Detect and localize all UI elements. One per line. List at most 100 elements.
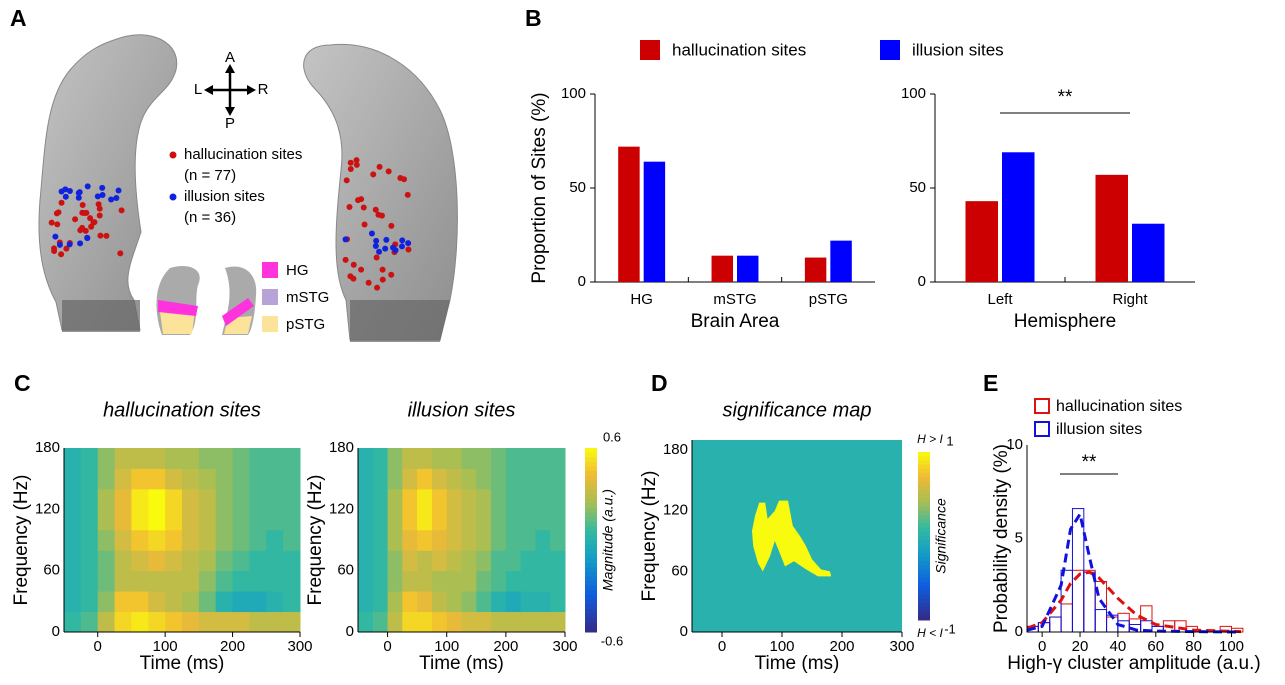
heat-cell <box>476 591 491 612</box>
x-axis-label: Time (ms) <box>755 653 840 674</box>
colorbar-cell <box>585 623 597 628</box>
heat-cell <box>388 571 403 592</box>
electrode <box>343 236 349 242</box>
heat-cell <box>249 591 266 612</box>
heat-cell <box>447 530 462 551</box>
bar <box>966 201 999 282</box>
heat-cell <box>98 448 115 469</box>
heat-cell <box>447 612 462 633</box>
panel-label: D <box>651 370 668 396</box>
colorbar-cell <box>585 526 597 531</box>
colorbar-cell <box>585 609 597 614</box>
heat-cell <box>216 448 233 469</box>
colorbar-cell <box>918 469 930 474</box>
legend-label: illusion sites <box>1056 421 1142 438</box>
compass-label: A <box>225 49 235 66</box>
legend-label: hallucination sites <box>672 40 806 59</box>
heat-cell <box>233 509 250 530</box>
histogram-bar <box>1095 610 1106 632</box>
panel-label: B <box>525 5 542 31</box>
heat-cell <box>462 530 477 551</box>
heat-cell <box>521 571 536 592</box>
x-axis-label: Hemisphere <box>1014 311 1116 332</box>
heat-cell <box>417 571 432 592</box>
heat-cell <box>64 530 81 551</box>
heat-cell <box>98 612 115 633</box>
heat-cell <box>216 468 233 489</box>
heat-cell <box>506 571 521 592</box>
electrode <box>49 220 55 226</box>
electrode <box>97 206 103 212</box>
y-axis-label: Proportion of Sites (%) <box>529 92 550 283</box>
heat-cell <box>115 550 132 571</box>
heat-cell <box>535 550 550 571</box>
heat-cell <box>199 509 216 530</box>
electrode <box>358 267 364 273</box>
y-tick-label: 50 <box>569 179 586 196</box>
heat-cell <box>491 468 506 489</box>
heat-cell <box>266 530 283 551</box>
electrode <box>52 234 58 240</box>
electrode <box>354 157 360 163</box>
colorbar-cell <box>918 599 930 604</box>
heat-cell <box>432 571 447 592</box>
electrode <box>63 194 69 200</box>
heat-cell <box>506 550 521 571</box>
electrode <box>55 209 61 215</box>
figure: A L R P hallucination sites (n = 77) ill… <box>0 0 1285 680</box>
heat-cell <box>550 591 565 612</box>
legend-swatch <box>640 40 660 60</box>
heat-cell <box>233 489 250 510</box>
heat-cell <box>476 612 491 633</box>
electrode <box>376 249 382 255</box>
heat-cell <box>373 591 388 612</box>
heat-cell <box>131 489 148 510</box>
heat-cell <box>182 550 199 571</box>
heat-cell <box>447 591 462 612</box>
colorbar-cell <box>585 600 597 605</box>
heat-cell <box>115 468 132 489</box>
colorbar-cell <box>585 531 597 536</box>
heat-cell <box>283 612 300 633</box>
heat-cell <box>283 468 300 489</box>
y-tick-label: 60 <box>43 562 60 579</box>
y-tick-label: 180 <box>35 439 60 456</box>
colorbar-cell <box>918 603 930 608</box>
heat-cell <box>521 612 536 633</box>
heat-cell <box>182 468 199 489</box>
heat-cell <box>535 448 550 469</box>
colorbar-cell <box>918 544 930 549</box>
heat-cell <box>388 612 403 633</box>
brain-right-base <box>350 300 450 342</box>
electrode <box>351 262 357 268</box>
heat-cell <box>81 509 98 530</box>
colorbar-cell <box>918 595 930 600</box>
heat-cell <box>98 591 115 612</box>
heat-cell <box>447 509 462 530</box>
colorbar-cell <box>585 466 597 471</box>
heat-cell <box>165 489 182 510</box>
density-curve <box>1027 514 1241 632</box>
heat-cell <box>506 509 521 530</box>
heat-cell <box>521 530 536 551</box>
electrode <box>108 197 114 203</box>
electrode <box>113 195 119 201</box>
electrode <box>116 188 122 194</box>
heat-cell <box>283 591 300 612</box>
colorbar-cell <box>918 481 930 486</box>
heat-cell <box>233 530 250 551</box>
heat-cell <box>199 530 216 551</box>
heat-cell <box>447 489 462 510</box>
heat-cell <box>266 489 283 510</box>
colorbar-cell <box>585 499 597 504</box>
bar <box>737 256 758 282</box>
electrode <box>383 237 389 243</box>
chart-title: significance map <box>723 399 872 421</box>
heat-cell <box>550 571 565 592</box>
density-curve <box>1027 572 1241 631</box>
heat-cell <box>148 489 165 510</box>
y-tick-label: 5 <box>1015 529 1023 546</box>
heat-cell <box>358 550 373 571</box>
region-label: pSTG <box>286 316 325 333</box>
colorbar-cell <box>585 448 597 453</box>
